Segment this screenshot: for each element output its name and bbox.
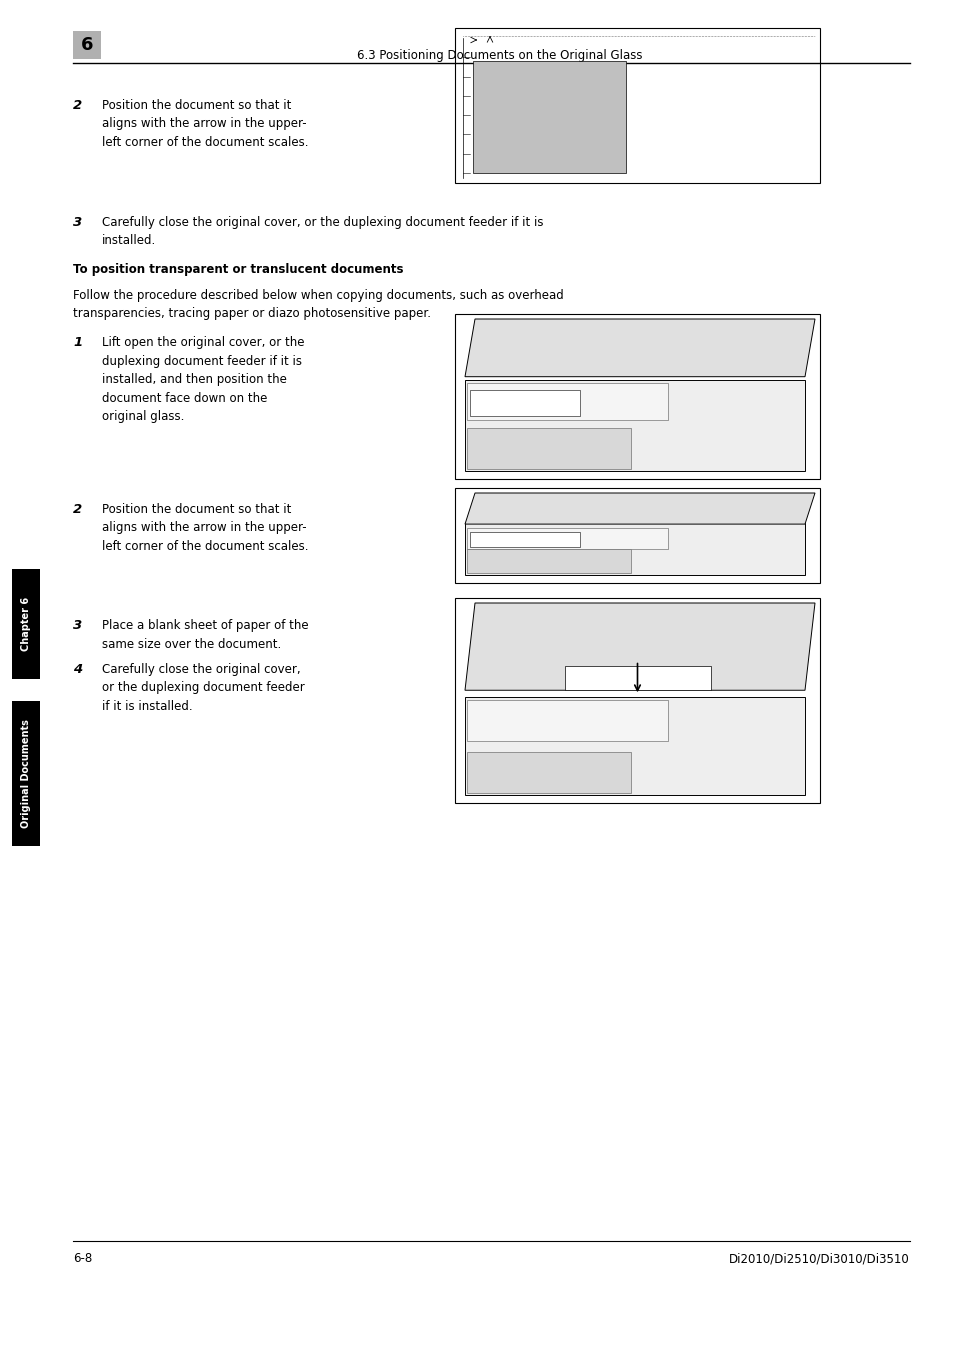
Text: 6.3 Positioning Documents on the Original Glass: 6.3 Positioning Documents on the Origina… bbox=[356, 50, 642, 62]
Text: 3: 3 bbox=[73, 216, 82, 230]
Text: Carefully close the original cover,
or the duplexing document feeder
if it is in: Carefully close the original cover, or t… bbox=[102, 663, 304, 713]
Text: Carefully close the original cover, or the duplexing document feeder if it is
in: Carefully close the original cover, or t… bbox=[102, 216, 543, 247]
Bar bbox=[467, 701, 667, 742]
Bar bbox=[464, 697, 804, 794]
Text: Chapter 6: Chapter 6 bbox=[21, 597, 30, 651]
Bar bbox=[455, 28, 820, 182]
Text: Place a blank sheet of paper of the
same size over the document.: Place a blank sheet of paper of the same… bbox=[102, 619, 309, 650]
Polygon shape bbox=[464, 603, 814, 690]
Bar bbox=[73, 31, 101, 59]
Bar bbox=[455, 598, 820, 802]
Bar bbox=[467, 528, 667, 549]
FancyBboxPatch shape bbox=[464, 523, 804, 576]
Polygon shape bbox=[464, 319, 814, 377]
Bar bbox=[455, 488, 820, 584]
Text: 3: 3 bbox=[73, 619, 82, 632]
Bar bbox=[470, 532, 578, 547]
Bar bbox=[12, 701, 40, 846]
Text: 6-8: 6-8 bbox=[73, 1252, 92, 1266]
Bar bbox=[564, 666, 710, 690]
Text: Original Documents: Original Documents bbox=[21, 719, 30, 828]
Text: 1: 1 bbox=[73, 336, 82, 349]
Text: 6: 6 bbox=[81, 36, 93, 54]
Polygon shape bbox=[464, 493, 814, 524]
Text: Follow the procedure described below when copying documents, such as overhead
tr: Follow the procedure described below whe… bbox=[73, 289, 563, 320]
Text: Position the document so that it
aligns with the arrow in the upper-
left corner: Position the document so that it aligns … bbox=[102, 99, 308, 149]
Bar bbox=[12, 569, 40, 680]
Text: 4: 4 bbox=[73, 663, 82, 676]
Bar bbox=[467, 428, 631, 469]
Text: Position the document so that it
aligns with the arrow in the upper-
left corner: Position the document so that it aligns … bbox=[102, 503, 308, 553]
Text: Lift open the original cover, or the
duplexing document feeder if it is
installe: Lift open the original cover, or the dup… bbox=[102, 336, 304, 423]
Text: 2: 2 bbox=[73, 99, 82, 112]
FancyBboxPatch shape bbox=[464, 380, 804, 471]
Bar bbox=[473, 61, 625, 173]
Bar bbox=[455, 313, 820, 480]
Text: To position transparent or translucent documents: To position transparent or translucent d… bbox=[73, 263, 403, 276]
Text: 2: 2 bbox=[73, 503, 82, 516]
Text: Di2010/Di2510/Di3010/Di3510: Di2010/Di2510/Di3010/Di3510 bbox=[728, 1252, 909, 1266]
Bar bbox=[467, 753, 631, 793]
Bar bbox=[470, 390, 578, 416]
Bar bbox=[467, 384, 667, 420]
Bar bbox=[467, 550, 631, 573]
